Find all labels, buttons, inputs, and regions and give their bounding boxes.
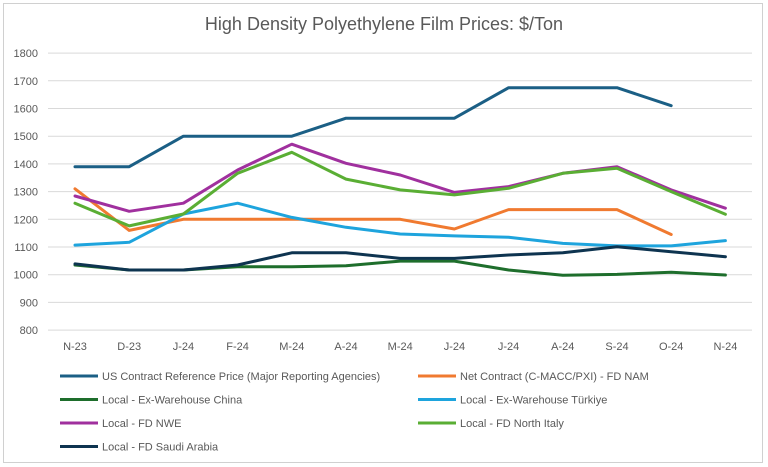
legend-item: Local - Ex-Warehouse China bbox=[60, 395, 243, 407]
legend-label: Local - Ex-Warehouse Türkiye bbox=[460, 395, 607, 407]
y-tick-label: 1200 bbox=[14, 214, 38, 226]
legend-item: Local - FD North Italy bbox=[418, 418, 564, 430]
series-line-2 bbox=[73, 259, 727, 277]
legend-label: US Contract Reference Price (Major Repor… bbox=[102, 371, 380, 383]
legend-item: Local - FD Saudi Arabia bbox=[60, 442, 219, 454]
series-line-1 bbox=[73, 187, 673, 236]
legend-label: Net Contract (C-MACC/PXI) - FD NAM bbox=[460, 371, 649, 383]
y-tick-label: 1100 bbox=[14, 242, 38, 254]
series-line-6 bbox=[73, 245, 727, 272]
y-axis-ticks: 800 900 1000 1100 1200 1300 1400 1500 1600 1700 18… bbox=[14, 48, 38, 337]
x-tick-label: A-24 bbox=[334, 341, 357, 353]
x-tick-label: A-24 bbox=[551, 341, 574, 353]
x-tick-label: J-24 bbox=[444, 341, 465, 353]
y-tick-label: 1000 bbox=[14, 270, 38, 282]
chart-title: High Density Polyethylene Film Prices: $… bbox=[205, 14, 563, 34]
x-axis-ticks: N-23 D-23 J-24 F-24 M-24 A-24 M-24 J-24 J-24 A-24… bbox=[63, 341, 737, 353]
x-tick-label: N-24 bbox=[713, 341, 737, 353]
x-tick-label: M-24 bbox=[388, 341, 413, 353]
x-tick-label: O-24 bbox=[659, 341, 683, 353]
series-lines bbox=[73, 86, 727, 277]
y-tick-label: 1600 bbox=[14, 104, 38, 116]
x-tick-label: M-24 bbox=[279, 341, 304, 353]
y-tick-label: 800 bbox=[20, 325, 38, 337]
x-tick-label: J-24 bbox=[173, 341, 194, 353]
legend-label: Local - FD North Italy bbox=[460, 418, 564, 430]
x-tick-label: D-23 bbox=[117, 341, 141, 353]
x-tick-label: F-24 bbox=[226, 341, 249, 353]
legend-label: Local - FD Saudi Arabia bbox=[102, 442, 219, 454]
y-tick-label: 1800 bbox=[14, 48, 38, 60]
y-tick-label: 900 bbox=[20, 297, 38, 309]
series-line-3 bbox=[73, 201, 727, 248]
y-tick-label: 1500 bbox=[14, 131, 38, 143]
legend-item: Net Contract (C-MACC/PXI) - FD NAM bbox=[418, 371, 649, 383]
y-tick-label: 1300 bbox=[14, 187, 38, 199]
x-tick-label: N-23 bbox=[63, 341, 87, 353]
legend-label: Local - FD NWE bbox=[102, 418, 181, 430]
y-tick-label: 1400 bbox=[14, 159, 38, 171]
legend: US Contract Reference Price (Major Repor… bbox=[60, 371, 649, 454]
legend-label: Local - Ex-Warehouse China bbox=[102, 395, 243, 407]
legend-item: US Contract Reference Price (Major Repor… bbox=[60, 371, 380, 383]
legend-item: Local - FD NWE bbox=[60, 418, 181, 430]
series-line-0 bbox=[73, 86, 673, 169]
legend-item: Local - Ex-Warehouse Türkiye bbox=[418, 395, 607, 407]
series-line-5 bbox=[73, 150, 727, 228]
x-tick-label: J-24 bbox=[498, 341, 519, 353]
gridlines bbox=[48, 52, 752, 331]
y-tick-label: 1700 bbox=[14, 76, 38, 88]
x-tick-label: S-24 bbox=[605, 341, 628, 353]
series-line-4 bbox=[73, 142, 727, 213]
